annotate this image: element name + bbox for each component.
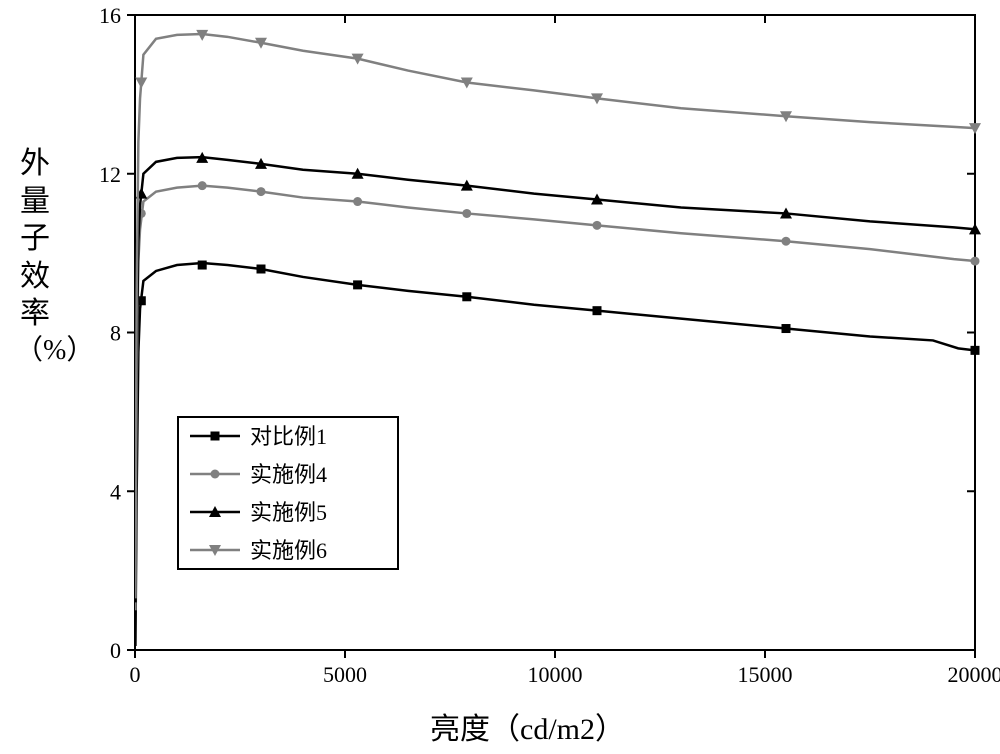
marker-square: [971, 346, 980, 355]
y-tick-label: 4: [110, 479, 121, 504]
marker-square: [462, 292, 471, 301]
y-tick-label: 12: [99, 162, 121, 187]
y-axis-label: 外 量 子 效 率 （%）: [15, 145, 55, 368]
marker-circle: [971, 257, 980, 266]
marker-circle: [353, 197, 362, 206]
marker-circle: [782, 237, 791, 246]
x-tick-label: 15000: [738, 662, 793, 687]
x-tick-label: 0: [130, 662, 141, 687]
y-tick-label: 8: [110, 321, 121, 346]
marker-square: [593, 306, 602, 315]
marker-square: [211, 432, 220, 441]
marker-square: [782, 324, 791, 333]
legend-label: 对比例1: [250, 424, 327, 449]
marker-square: [257, 265, 266, 274]
chart-container: 外 量 子 效 率 （%） 亮度（cd/m2） 0 5000 10000 15000 2…: [0, 0, 1000, 754]
chart-svg: 0 5000 10000 15000 20000 0 4 8 12 16 对比例1 实施例4 实施例5 实…: [0, 0, 1000, 754]
marker-circle: [198, 181, 207, 190]
marker-triangle-down: [135, 77, 147, 88]
marker-circle: [593, 221, 602, 230]
y-axis-label-char: 子: [15, 220, 55, 258]
marker-square: [198, 261, 207, 270]
marker-circle: [257, 187, 266, 196]
legend-label: 实施例5: [250, 500, 327, 525]
legend-label: 实施例6: [250, 538, 327, 563]
legend-label: 实施例4: [250, 462, 327, 487]
y-tick-label: 16: [99, 3, 121, 28]
x-axis-label-text: 亮度（cd/m2）: [430, 713, 625, 746]
x-tick-label: 5000: [323, 662, 367, 687]
x-tick-label: 20000: [948, 662, 1000, 687]
marker-circle: [462, 209, 471, 218]
legend: 对比例1 实施例4 实施例5 实施例6: [178, 417, 398, 569]
x-axis-label: 亮度（cd/m2）: [430, 704, 625, 748]
y-axis-label-char: 效: [15, 258, 55, 296]
y-axis-label-char: 外: [15, 145, 55, 183]
marker-circle: [211, 470, 220, 479]
x-tick-label: 10000: [528, 662, 583, 687]
y-axis-label-char: 率: [15, 295, 55, 333]
marker-square: [353, 280, 362, 289]
y-axis-label-char: （%）: [15, 333, 55, 368]
y-tick-label: 0: [110, 638, 121, 663]
y-axis-label-char: 量: [15, 183, 55, 221]
